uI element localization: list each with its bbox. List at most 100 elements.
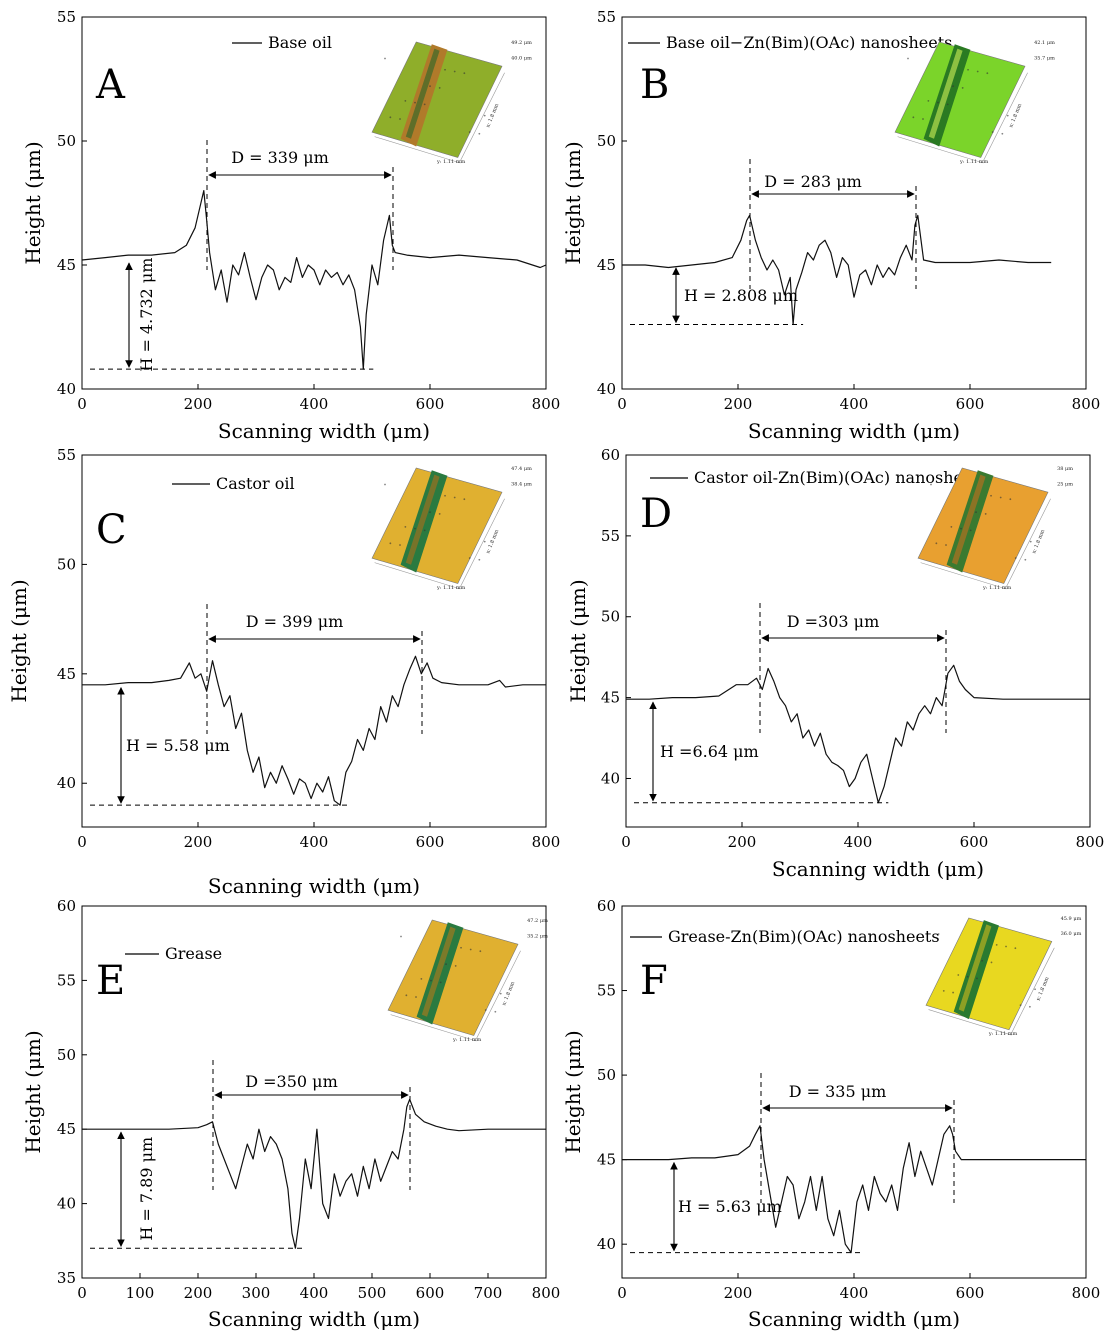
inset-speck bbox=[1005, 945, 1007, 948]
inset-speck bbox=[1029, 540, 1032, 543]
x-tick-label: 200 bbox=[184, 1284, 213, 1302]
y-tick-label: 45 bbox=[597, 256, 616, 274]
x-tick-label: 400 bbox=[300, 1284, 329, 1302]
inset-speck bbox=[469, 948, 472, 951]
y-tick-label: 40 bbox=[57, 774, 76, 792]
inset-speck bbox=[399, 544, 401, 546]
inset-speck bbox=[439, 981, 442, 984]
legend-label: Grease bbox=[165, 944, 222, 963]
inset-speck bbox=[453, 496, 456, 499]
inset-axis bbox=[1006, 498, 1051, 587]
inset-axis bbox=[460, 72, 505, 161]
inset-scar-groove bbox=[928, 48, 963, 139]
inset-speck bbox=[945, 544, 947, 546]
x-tick-label: 200 bbox=[184, 395, 213, 413]
inset-speck bbox=[454, 965, 457, 967]
x-tick-label: 200 bbox=[724, 395, 753, 413]
inset-speck bbox=[438, 87, 441, 89]
inset-speck bbox=[468, 557, 471, 559]
y-tick-label: 55 bbox=[57, 971, 76, 989]
inset-speck bbox=[414, 527, 416, 530]
inset-speck bbox=[976, 70, 979, 73]
x-tick-label: 800 bbox=[1076, 833, 1105, 851]
inset-speck bbox=[990, 494, 992, 497]
inset-scar-groove bbox=[405, 48, 440, 139]
inset-max-label: 47.4 μm bbox=[511, 466, 532, 472]
depth-label: H =6.64 μm bbox=[660, 742, 759, 761]
inset-speck bbox=[468, 131, 471, 133]
inset-scar-groove bbox=[421, 926, 456, 1017]
width-label: D =350 μm bbox=[245, 1072, 338, 1091]
x-tick-label: 800 bbox=[1072, 1284, 1101, 1302]
inset-speck bbox=[400, 935, 402, 938]
x-axis-title: Scanning width (μm) bbox=[748, 419, 960, 443]
y-tick-label: 45 bbox=[601, 689, 620, 707]
y-tick-label: 45 bbox=[57, 1120, 76, 1138]
inset-speck bbox=[389, 116, 392, 119]
inset-speck bbox=[986, 72, 989, 75]
inset-axis bbox=[390, 1014, 477, 1042]
x-tick-label: 400 bbox=[844, 833, 873, 851]
inset-speck bbox=[952, 85, 954, 88]
y-tick-label: 55 bbox=[597, 982, 616, 1000]
inset-speck bbox=[1014, 947, 1017, 950]
legend-label: Castor oil bbox=[216, 474, 295, 493]
inset-speck bbox=[969, 529, 972, 532]
panel-letter: D bbox=[640, 491, 672, 537]
inset-speck bbox=[1001, 132, 1004, 135]
inset-speck bbox=[999, 496, 1002, 499]
inset-axis bbox=[460, 498, 505, 587]
x-tick-label: 400 bbox=[840, 1284, 869, 1302]
x-tick-label: 600 bbox=[416, 395, 445, 413]
depth-label: H = 4.732 μm bbox=[137, 258, 156, 372]
x-tick-label: 0 bbox=[77, 395, 87, 413]
inset-speck bbox=[420, 977, 423, 980]
inset-min-label: 35.2 μm bbox=[527, 934, 548, 940]
inset-speck bbox=[922, 118, 924, 120]
inset-speck bbox=[984, 513, 987, 515]
inset-speck bbox=[384, 483, 386, 486]
inset-speck bbox=[950, 525, 953, 528]
inset-speck bbox=[478, 558, 481, 561]
inset-axis bbox=[897, 136, 984, 164]
y-axis-title: Height (μm) bbox=[561, 141, 585, 264]
x-tick-label: 400 bbox=[300, 395, 329, 413]
inset-speck bbox=[960, 527, 962, 530]
inset-speck bbox=[946, 103, 949, 106]
x-axis-title: Scanning width (μm) bbox=[208, 1307, 420, 1331]
inset-speck bbox=[453, 70, 456, 73]
inset-speck bbox=[415, 996, 417, 998]
inset-max-label: 47.2 μm bbox=[527, 918, 548, 924]
inset-speck bbox=[991, 131, 994, 133]
inset-axis bbox=[928, 1009, 1012, 1036]
y-axis-title: Height (μm) bbox=[7, 579, 31, 702]
panel-letter: C bbox=[96, 507, 127, 553]
x-tick-label: 200 bbox=[184, 833, 213, 851]
y-tick-label: 55 bbox=[57, 446, 76, 464]
legend-label: Base oil bbox=[268, 33, 332, 52]
panel-letter: E bbox=[96, 958, 125, 1004]
x-tick-label: 600 bbox=[956, 395, 985, 413]
y-tick-label: 55 bbox=[597, 8, 616, 26]
panel-letter: B bbox=[640, 62, 669, 108]
inset-speck bbox=[930, 483, 932, 486]
inset-max-label: 45.9 μm bbox=[1061, 916, 1082, 922]
y-tick-label: 40 bbox=[601, 769, 620, 787]
inset-max-label: 38 μm bbox=[1057, 466, 1073, 472]
profile-line bbox=[626, 664, 1090, 804]
inset-speck bbox=[438, 513, 441, 515]
y-tick-label: 50 bbox=[597, 132, 616, 150]
inset-min-label: 35.7 μm bbox=[1034, 56, 1055, 62]
x-axis-title: Scanning width (μm) bbox=[218, 419, 430, 443]
inset-axis bbox=[476, 950, 521, 1039]
x-axis-title: Scanning width (μm) bbox=[748, 1307, 960, 1331]
y-axis-title: Height (μm) bbox=[21, 1030, 45, 1153]
inset-y-label: y: 1.11 mm bbox=[436, 585, 466, 591]
x-tick-label: 800 bbox=[532, 395, 561, 413]
y-tick-label: 50 bbox=[57, 1046, 76, 1064]
inset-speck bbox=[1009, 498, 1012, 501]
inset-speck bbox=[483, 540, 486, 543]
